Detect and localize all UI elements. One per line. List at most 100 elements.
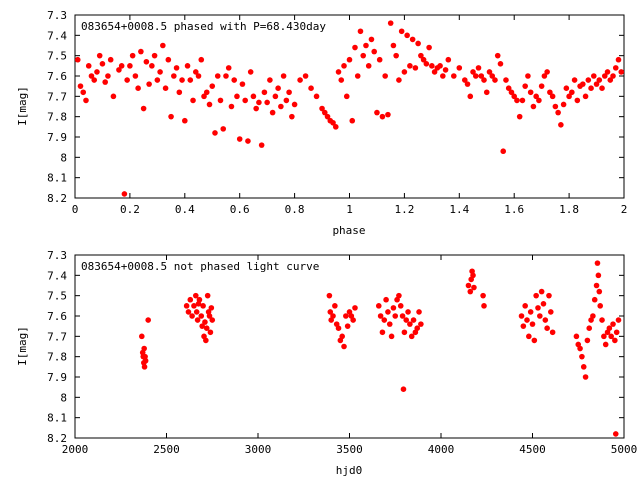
data-point — [189, 313, 195, 319]
data-point — [201, 93, 207, 100]
data-point — [612, 65, 619, 71]
data-point — [157, 69, 163, 75]
data-point — [549, 93, 556, 100]
data-point — [327, 309, 334, 315]
data-point — [588, 85, 594, 91]
unphased-light-curve-plot: 083654+0008.5 not phased light curve hjd… — [16, 249, 637, 477]
data-point — [478, 73, 485, 79]
x-tick-label: 0.2 — [120, 203, 140, 216]
x-tick-label: 3000 — [245, 443, 272, 456]
data-point — [99, 61, 106, 67]
data-point — [256, 99, 262, 106]
data-point — [332, 303, 338, 309]
data-point — [615, 56, 622, 63]
data-point — [585, 77, 592, 83]
data-point — [552, 103, 559, 110]
data-point — [560, 101, 567, 108]
data-point — [165, 56, 172, 63]
axis-ticks: 0 0.2 0.4 0.6 0.8 1 1.2 1.4 1.6 1.8 2 7.3 7.4 7.5 7.6 7… — [47, 9, 627, 216]
x-axis-label: phase — [332, 224, 365, 237]
data-point — [275, 85, 281, 91]
data-point — [146, 81, 152, 87]
data-point — [168, 113, 174, 120]
data-point — [540, 301, 547, 307]
data-point — [610, 73, 616, 79]
data-point — [319, 105, 325, 112]
data-point — [171, 73, 177, 79]
data-point — [426, 44, 432, 51]
data-point — [606, 325, 613, 332]
data-point — [179, 77, 185, 83]
data-point — [223, 73, 229, 79]
data-point — [176, 89, 183, 96]
data-point — [245, 138, 251, 144]
data-point — [571, 77, 578, 83]
data-point — [410, 317, 417, 323]
data-point — [143, 58, 150, 65]
data-point — [591, 296, 598, 303]
data-point — [352, 44, 358, 51]
data-point — [451, 73, 457, 79]
data-point — [239, 81, 246, 87]
data-point — [209, 83, 216, 89]
data-point — [594, 260, 601, 266]
data-point — [470, 272, 476, 279]
data-point — [207, 329, 214, 336]
data-point — [374, 109, 380, 116]
data-point — [203, 325, 210, 332]
data-point — [522, 83, 528, 89]
x-tick-label: 4000 — [428, 443, 455, 456]
data-point — [231, 77, 238, 83]
y-tick-label: 7.8 — [47, 351, 67, 364]
x-tick-label: 4500 — [519, 443, 546, 456]
data-point — [280, 73, 287, 79]
x-tick-label: 0.4 — [175, 203, 195, 216]
data-point — [530, 103, 537, 110]
data-point — [516, 113, 523, 120]
data-point — [151, 52, 158, 59]
data-point — [74, 56, 81, 63]
data-point — [590, 313, 596, 319]
data-point — [283, 97, 290, 104]
data-point — [494, 52, 501, 59]
data-point — [324, 113, 331, 120]
data-point — [412, 65, 419, 71]
data-point — [596, 77, 603, 83]
data-point — [338, 77, 345, 83]
data-point — [613, 329, 620, 336]
data-point — [481, 303, 487, 309]
data-point — [612, 337, 618, 344]
data-point — [480, 292, 486, 299]
data-point — [341, 343, 347, 350]
data-point — [204, 292, 211, 299]
data-point — [527, 309, 534, 315]
data-point — [461, 77, 468, 83]
y-tick-label: 7.5 — [47, 290, 67, 303]
data-point — [591, 73, 597, 79]
data-points — [138, 260, 622, 437]
data-point — [420, 56, 427, 63]
data-point — [187, 296, 194, 303]
data-point — [330, 313, 336, 319]
data-point — [185, 309, 192, 315]
data-point — [360, 52, 367, 59]
x-tick-label: 1.6 — [504, 203, 524, 216]
data-point — [385, 309, 391, 315]
data-point — [407, 321, 413, 327]
y-tick-label: 8 — [60, 391, 67, 404]
data-point — [267, 77, 273, 83]
data-point — [471, 284, 477, 291]
data-point — [542, 317, 549, 323]
data-point — [198, 313, 205, 319]
data-point — [404, 32, 410, 39]
data-point — [206, 313, 213, 319]
data-point — [247, 69, 254, 75]
y-tick-label: 7.7 — [47, 90, 67, 103]
data-point — [595, 272, 602, 279]
data-point — [321, 109, 328, 116]
data-point — [518, 313, 525, 319]
data-point — [377, 313, 384, 319]
x-tick-label: 5000 — [611, 443, 638, 456]
data-point — [138, 48, 144, 55]
data-point — [107, 56, 114, 63]
